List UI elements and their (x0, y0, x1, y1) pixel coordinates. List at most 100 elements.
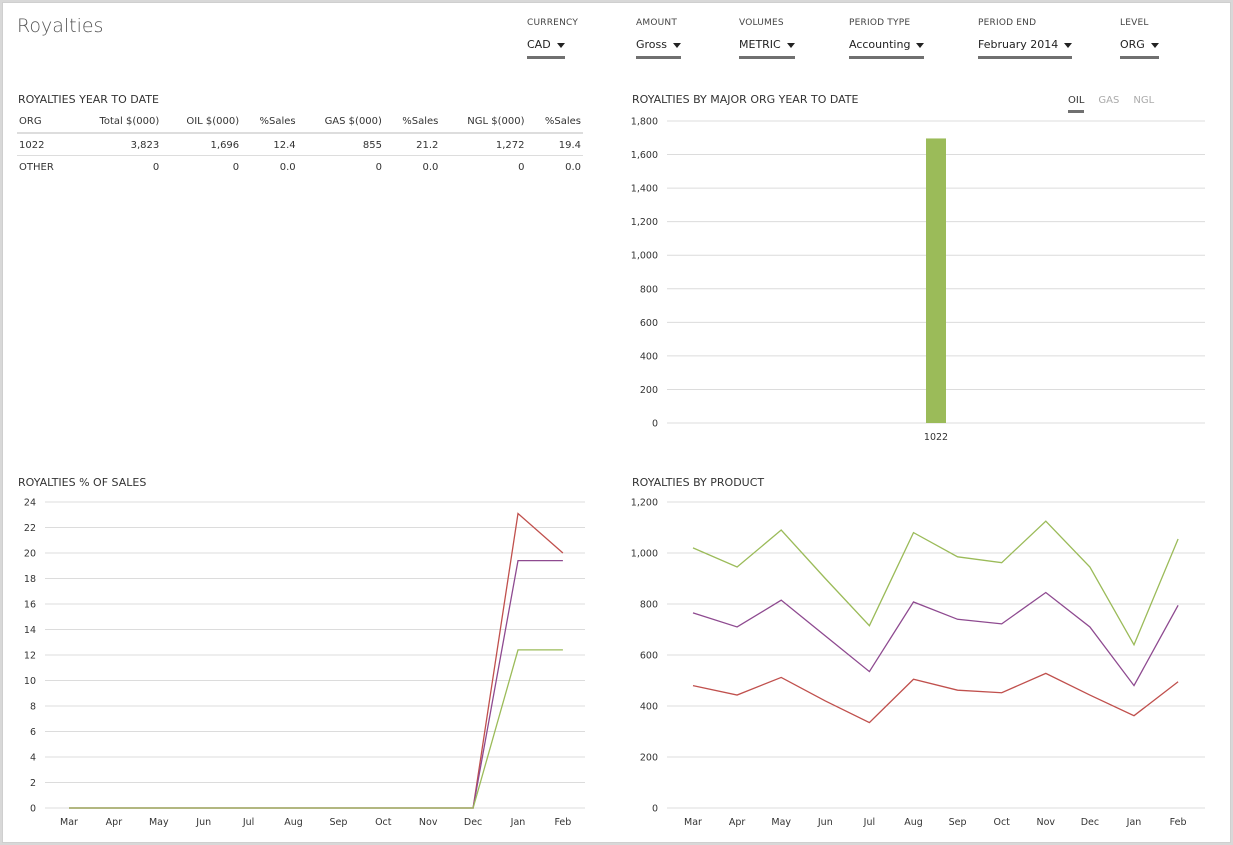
y-tick-label: 200 (640, 753, 658, 764)
cell: 0 (152, 162, 160, 173)
cell: 0 (518, 162, 525, 173)
x-tick-label: Aug (284, 817, 303, 828)
col-header[interactable]: ORG (17, 113, 72, 134)
y-tick-label: 10 (24, 676, 36, 687)
dropdown-value: February 2014 (978, 38, 1059, 51)
volumes-dropdown[interactable]: METRIC (739, 38, 795, 59)
dropdown-value: METRIC (739, 38, 781, 51)
amount-dropdown[interactable]: Gross (636, 38, 681, 59)
cell: 0.0 (422, 162, 439, 173)
filter-volumes[interactable]: VOLUMES METRIC (739, 18, 795, 59)
cell: 0 (375, 162, 382, 173)
ytd-table-title: ROYALTIES YEAR TO DATE (18, 93, 159, 106)
filter-amount[interactable]: AMOUNT Gross (636, 18, 681, 59)
y-tick-label: 6 (30, 727, 36, 738)
x-tick-label: Feb (1170, 817, 1187, 828)
y-tick-label: 8 (30, 702, 36, 713)
y-tick-label: 800 (640, 600, 658, 611)
filter-period-end[interactable]: PERIOD END February 2014 (978, 18, 1073, 59)
col-header[interactable]: OIL $(000) (161, 113, 242, 134)
x-tick-label: Feb (554, 817, 571, 828)
tab-ngl[interactable]: NGL (1133, 95, 1155, 106)
ytd-table: ORG Total $(000) OIL $(000) %Sales GAS $… (17, 113, 583, 177)
y-tick-label: 4 (30, 753, 36, 764)
x-tick-label: Jul (863, 817, 875, 828)
x-tick-label: Apr (106, 817, 123, 828)
product-tabs: OIL GAS NGL (1068, 95, 1168, 113)
y-tick-label: 16 (24, 600, 36, 611)
y-tick-label: 0 (652, 419, 658, 430)
period-type-dropdown[interactable]: Accounting (849, 38, 925, 59)
cell: 0.0 (565, 162, 581, 173)
filter-level[interactable]: LEVEL ORG (1120, 18, 1159, 59)
cell: 0 (232, 162, 240, 173)
caret-down-icon (673, 42, 681, 48)
filter-label: PERIOD END (978, 18, 1037, 28)
cell: 0.0 (279, 162, 296, 173)
currency-dropdown[interactable]: CAD (527, 38, 565, 59)
tab-oil[interactable]: OIL (1068, 95, 1085, 113)
cell: 3,823 (71, 133, 162, 156)
col-header[interactable]: NGL $(000) (440, 113, 527, 134)
y-tick-label: 800 (640, 284, 658, 295)
dropdown-value: Accounting (849, 38, 911, 51)
y-tick-label: 600 (640, 651, 658, 662)
cell: 855 (297, 133, 384, 156)
y-tick-label: 22 (24, 523, 36, 534)
tab-gas[interactable]: GAS (1098, 95, 1120, 106)
caret-down-icon (556, 42, 565, 48)
level-dropdown[interactable]: ORG (1120, 38, 1159, 59)
y-tick-label: 14 (24, 625, 36, 636)
dropdown-value: CAD (527, 38, 551, 51)
y-tick-label: 200 (640, 385, 658, 396)
col-header[interactable]: %Sales (383, 113, 441, 134)
col-header[interactable]: %Sales (241, 113, 298, 134)
x-tick-label: May (771, 817, 791, 828)
y-tick-label: 2 (30, 778, 36, 789)
x-tick-label: Mar (60, 817, 78, 828)
col-header[interactable]: %Sales (526, 113, 583, 134)
bar-chart-title: ROYALTIES BY MAJOR ORG YEAR TO DATE (632, 93, 859, 106)
caret-down-icon (1064, 42, 1073, 48)
y-tick-label: 1,200 (631, 217, 658, 228)
filter-label: AMOUNT (636, 18, 678, 28)
bar-1022 (926, 138, 946, 423)
series-line-0 (692, 520, 1179, 647)
series-line-2 (692, 672, 1179, 724)
y-tick-label: 0 (652, 804, 658, 815)
x-tick-label: Jul (242, 817, 254, 828)
x-tick-label: Jan (1126, 817, 1142, 828)
filter-label: VOLUMES (739, 18, 784, 28)
cell: OTHER (19, 162, 54, 173)
period-end-dropdown[interactable]: February 2014 (978, 38, 1073, 59)
col-header[interactable]: GAS $(000) (297, 113, 384, 134)
x-tick-label: Jun (817, 817, 833, 828)
y-tick-label: 1,600 (631, 150, 658, 161)
y-tick-label: 20 (24, 549, 36, 560)
x-tick-label: Mar (684, 817, 702, 828)
table-row[interactable]: OTHER 0 0 0.0 0 0.0 0 0.0 (17, 156, 583, 178)
y-tick-label: 1,000 (631, 549, 658, 560)
caret-down-icon (1150, 42, 1159, 48)
y-tick-label: 1,200 (631, 498, 658, 509)
table-row[interactable]: 1022 3,823 1,696 12.4 855 21.2 1,272 19.… (17, 133, 583, 156)
page-title: Royalties (17, 15, 104, 37)
filter-period-type[interactable]: PERIOD TYPE Accounting (849, 18, 925, 59)
filter-label: PERIOD TYPE (849, 18, 911, 28)
cell: 19.4 (526, 133, 583, 156)
x-tick-label: Nov (419, 817, 438, 828)
col-header[interactable]: Total $(000) (71, 113, 162, 134)
y-tick-label: 1,800 (631, 117, 658, 128)
y-tick-label: 400 (640, 702, 658, 713)
filter-currency[interactable]: CURRENCY CAD (527, 18, 578, 59)
x-tick-label: Oct (993, 817, 1010, 828)
caret-down-icon (916, 42, 925, 48)
filter-label: CURRENCY (527, 18, 579, 28)
caret-down-icon (786, 42, 795, 48)
cell: 1,696 (161, 133, 242, 156)
y-tick-label: 600 (640, 318, 658, 329)
cell: 1022 (17, 133, 72, 156)
x-tick-label: 1022 (924, 432, 948, 443)
dropdown-value: Gross (636, 38, 667, 51)
x-tick-label: Oct (375, 817, 392, 828)
